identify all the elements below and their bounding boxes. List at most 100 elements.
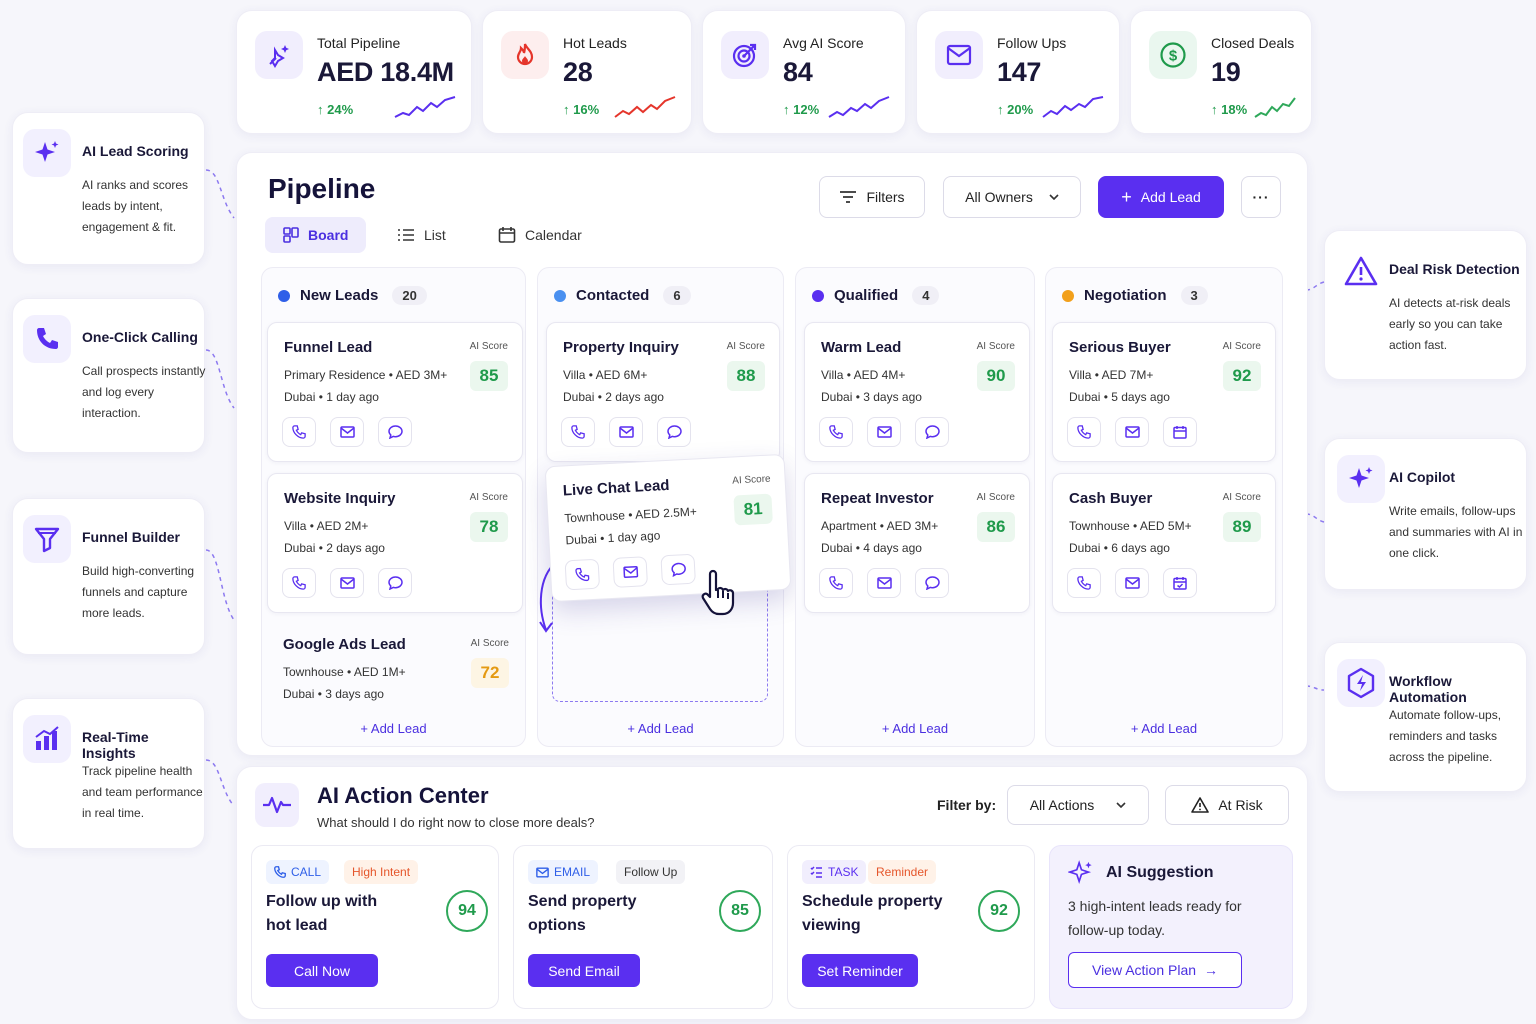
email-button[interactable] xyxy=(867,568,901,598)
button-label: Add Lead xyxy=(1140,189,1201,205)
chat-button[interactable] xyxy=(378,417,412,447)
call-button[interactable] xyxy=(564,558,601,591)
count-badge: 3 xyxy=(1180,286,1208,305)
call-button[interactable] xyxy=(819,568,853,598)
add-lead-button[interactable]: + Add Lead xyxy=(1098,176,1224,218)
section-title: AI Action Center xyxy=(317,783,489,808)
mail-icon xyxy=(622,566,638,579)
chat-button[interactable] xyxy=(660,553,696,586)
ai-score-label: AI Score xyxy=(726,341,765,352)
column-qualified: Qualified 4 Warm Lead Villa • AED 4M+ Dub… xyxy=(795,267,1035,747)
email-button[interactable] xyxy=(330,568,364,598)
page-title: Pipeline xyxy=(268,173,376,204)
chat-button[interactable] xyxy=(915,417,949,447)
actions-filter-dropdown[interactable]: All Actions xyxy=(1007,785,1149,825)
add-lead-link[interactable]: + Add Lead xyxy=(881,721,949,736)
lead-meta: Dubai • 1 day ago xyxy=(284,390,379,404)
hand-cursor-icon xyxy=(701,569,735,616)
call-now-button[interactable]: Call Now xyxy=(266,954,378,987)
add-lead-link[interactable]: + Add Lead xyxy=(360,721,427,736)
column-header: New Leads 20 xyxy=(278,286,427,305)
feature-title: Workflow Automation xyxy=(1389,673,1467,705)
filter-icon xyxy=(840,191,857,203)
button-label: View Action Plan xyxy=(1091,962,1197,978)
feature-title: Deal Risk Detection xyxy=(1389,261,1520,277)
email-button[interactable] xyxy=(609,417,643,447)
lead-name: Serious Buyer xyxy=(1069,339,1171,356)
plus-icon: + xyxy=(1121,186,1132,207)
score-ring: 92 xyxy=(978,890,1020,932)
call-button[interactable] xyxy=(282,568,316,598)
kpi-card-total-pipeline: Total Pipeline AED 18.4M ↑ 24% xyxy=(236,10,472,134)
chat-button[interactable] xyxy=(378,568,412,598)
svg-text:$: $ xyxy=(1169,48,1178,65)
tab-label: List xyxy=(424,227,446,243)
lead-card-warm-lead[interactable]: Warm Lead Villa • AED 4M+ Dubai • 3 days… xyxy=(804,322,1030,462)
sparkle-icon xyxy=(23,129,71,177)
tab-list[interactable]: List xyxy=(379,217,464,253)
email-button[interactable] xyxy=(867,417,901,447)
send-email-button[interactable]: Send Email xyxy=(528,954,640,987)
tab-board[interactable]: Board xyxy=(265,217,367,253)
chat-button[interactable] xyxy=(657,417,691,447)
more-options-button[interactable]: ··· xyxy=(1241,176,1281,218)
lead-meta: Dubai • 6 days ago xyxy=(1069,541,1170,555)
add-lead-link[interactable]: + Add Lead xyxy=(627,721,694,736)
lead-details: Townhouse • AED 5M+ xyxy=(1069,519,1192,533)
email-button[interactable] xyxy=(330,417,364,447)
tab-calendar[interactable]: Calendar xyxy=(480,217,600,253)
calendar-check-button[interactable] xyxy=(1163,568,1197,598)
chat-bubble-icon xyxy=(666,425,682,439)
lead-card-repeat-investor[interactable]: Repeat Investor Apartment • AED 3M+ Duba… xyxy=(804,473,1030,613)
lead-actions xyxy=(564,553,696,591)
call-button[interactable] xyxy=(1067,417,1101,447)
ai-score-badge: 86 xyxy=(977,512,1015,542)
lead-card-serious-buyer[interactable]: Serious Buyer Villa • AED 7M+ Dubai • 5 … xyxy=(1052,322,1276,462)
owners-dropdown[interactable]: All Owners xyxy=(943,176,1081,218)
feature-description: AI detects at-risk deals early so you ca… xyxy=(1389,296,1511,352)
feature-description: Track pipeline health and team performan… xyxy=(82,764,203,820)
call-button[interactable] xyxy=(561,417,595,447)
column-header: Negotiation 3 xyxy=(1062,286,1208,305)
ai-score-label: AI Score xyxy=(976,492,1015,503)
lead-meta: Dubai • 1 day ago xyxy=(565,528,661,548)
email-button[interactable] xyxy=(1115,417,1149,447)
kpi-change: ↑ 24% xyxy=(317,102,354,117)
lead-meta: Dubai • 3 days ago xyxy=(821,390,922,404)
sparkline xyxy=(1254,97,1296,118)
lead-name: Funnel Lead xyxy=(284,339,373,356)
email-button[interactable] xyxy=(612,556,649,588)
calendar-button[interactable] xyxy=(1163,417,1197,447)
lead-card-google-ads-lead[interactable]: Google Ads Lead Townhouse • AED 1M+ Duba… xyxy=(267,620,523,710)
board-icon xyxy=(283,227,299,243)
view-action-plan-button[interactable]: View Action Plan → xyxy=(1068,952,1242,988)
column-negotiation: Negotiation 3 Serious Buyer Villa • AED 7… xyxy=(1045,267,1283,747)
filters-button[interactable]: Filters xyxy=(819,176,925,218)
mail-icon xyxy=(618,426,634,438)
add-lead-link[interactable]: + Add Lead xyxy=(1130,721,1198,736)
phone-icon xyxy=(274,866,286,878)
kpi-value: AED 18.4M xyxy=(317,57,454,87)
sparkle-icon xyxy=(1337,455,1385,503)
dropdown-value: All Owners xyxy=(965,189,1033,205)
lead-card-funnel-lead[interactable]: Funnel Lead Primary Residence • AED 3M+ … xyxy=(267,322,523,462)
lead-card-live-chat-lead[interactable]: Live Chat Lead Townhouse • AED 2.5M+ Dub… xyxy=(544,453,792,603)
chat-bubble-icon xyxy=(670,562,686,577)
column-title: New Leads xyxy=(300,287,379,304)
lead-card-property-inquiry[interactable]: Property Inquiry Villa • AED 6M+ Dubai •… xyxy=(546,322,780,462)
email-button[interactable] xyxy=(1115,568,1149,598)
call-button[interactable] xyxy=(819,417,853,447)
at-risk-filter-button[interactable]: At Risk xyxy=(1165,785,1289,825)
call-button[interactable] xyxy=(282,417,316,447)
feature-deal-risk-detection: Deal Risk Detection AI detects at-risk d… xyxy=(1324,230,1527,380)
status-dot xyxy=(278,289,290,302)
set-reminder-button[interactable]: Set Reminder xyxy=(802,954,918,987)
call-button[interactable] xyxy=(1067,568,1101,598)
ai-score-badge: 88 xyxy=(727,361,765,391)
intent-badge: Follow Up xyxy=(616,860,686,884)
lead-card-website-inquiry[interactable]: Website Inquiry Villa • AED 2M+ Dubai • … xyxy=(267,473,523,613)
kpi-label: Hot Leads xyxy=(563,35,627,51)
chat-button[interactable] xyxy=(915,568,949,598)
lead-card-cash-buyer[interactable]: Cash Buyer Townhouse • AED 5M+ Dubai • 6… xyxy=(1052,473,1276,613)
chat-bubble-icon xyxy=(387,576,403,590)
